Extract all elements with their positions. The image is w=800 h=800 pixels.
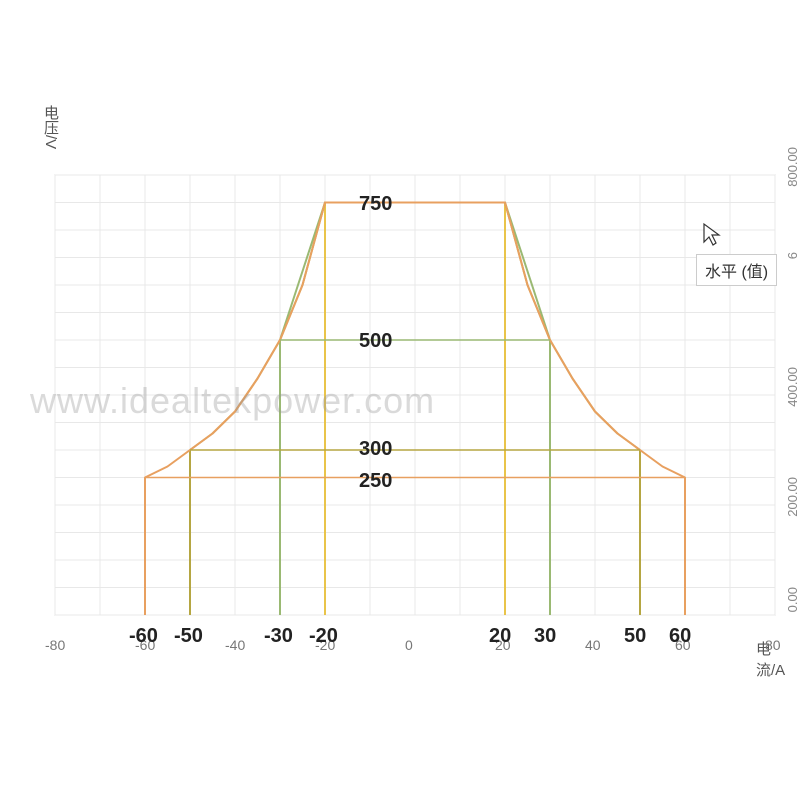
cursor-icon <box>702 222 726 246</box>
bottom-tick-big: -30 <box>264 625 293 648</box>
right-y-tick: 400.00 <box>785 367 800 407</box>
bottom-tick-small: 0 <box>405 637 413 653</box>
bottom-tick-small: -80 <box>45 637 65 653</box>
inner-y-tick: 500 <box>359 330 392 353</box>
right-y-tick: 0.00 <box>785 587 800 612</box>
bottom-tick-big: -60 <box>129 625 158 648</box>
bottom-tick-big: 50 <box>624 625 646 648</box>
axis-tooltip: 水平 (值) <box>696 254 777 286</box>
right-y-tick: 200.00 <box>785 477 800 517</box>
watermark-text: www.idealtekpower.com <box>30 380 435 422</box>
right-y-tick: 6 <box>785 252 800 259</box>
inner-y-tick: 250 <box>359 470 392 493</box>
bottom-tick-big: 30 <box>534 625 556 648</box>
inner-y-tick: 300 <box>359 438 392 461</box>
bottom-tick-big: -20 <box>309 625 338 648</box>
bottom-tick-big: 20 <box>489 625 511 648</box>
right-y-tick: 800.00 <box>785 147 800 187</box>
bottom-tick-big: -50 <box>174 625 203 648</box>
bottom-tick-big: 60 <box>669 625 691 648</box>
bottom-tick-small: 40 <box>585 637 601 653</box>
inner-y-tick: 750 <box>359 193 392 216</box>
bottom-tick-small: -40 <box>225 637 245 653</box>
bottom-tick-small: 80 <box>765 637 781 653</box>
y-axis-title: 电压/V <box>40 105 61 149</box>
